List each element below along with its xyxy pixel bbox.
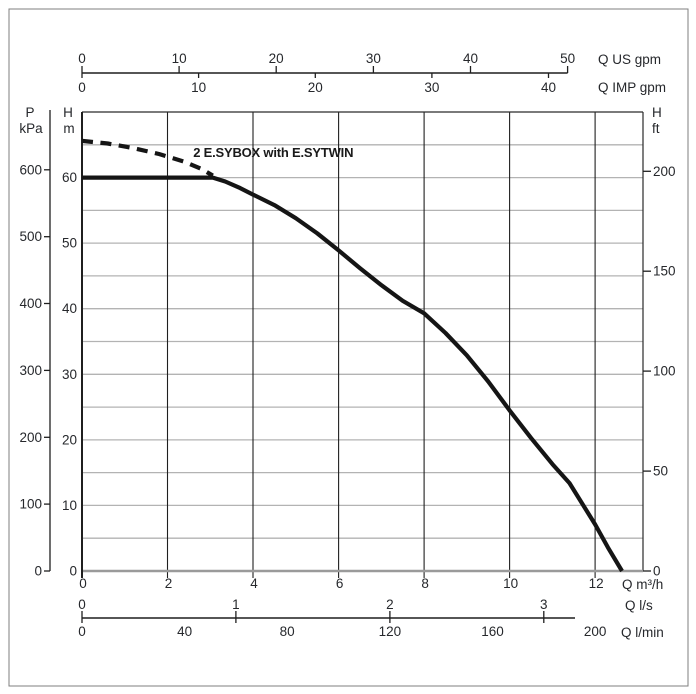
us-gpm-tick-label: 20 bbox=[269, 51, 284, 66]
kpa-tick-label: 500 bbox=[19, 229, 42, 244]
curve-label: 2 E.SYBOX with E.SYTWIN bbox=[193, 145, 353, 160]
us-gpm-tick-label: 0 bbox=[78, 51, 86, 66]
ls-tick-label: 0 bbox=[78, 597, 86, 612]
m-tick-label: 20 bbox=[62, 432, 77, 447]
ls-tick-label: 1 bbox=[232, 597, 240, 612]
m3h-tick-label: 4 bbox=[250, 576, 258, 591]
kpa-tick-label: 400 bbox=[19, 296, 42, 311]
m-tick-label: 10 bbox=[62, 498, 77, 513]
kpa-header-unit: kPa bbox=[19, 121, 43, 136]
m3h-tick-label: 6 bbox=[336, 576, 344, 591]
imp-gpm-unit-label: Q IMP gpm bbox=[598, 80, 666, 95]
m3h-tick-label: 10 bbox=[503, 576, 518, 591]
imp-gpm-tick-label: 0 bbox=[78, 80, 86, 95]
m-tick-label: 30 bbox=[62, 367, 77, 382]
imp-gpm-tick-label: 30 bbox=[424, 80, 439, 95]
head-axis-ft: 0 50 100 150 200 Hft bbox=[643, 105, 676, 579]
m3h-tick-label: 8 bbox=[421, 576, 429, 591]
ls-tick-label: 3 bbox=[540, 597, 548, 612]
us-gpm-tick-label: 50 bbox=[560, 51, 575, 66]
ft-tick-label: 50 bbox=[653, 464, 668, 479]
us-gpm-tick-label: 10 bbox=[172, 51, 187, 66]
image-border bbox=[8, 8, 689, 687]
kpa-tick-label: 300 bbox=[19, 363, 42, 378]
curve-dashed bbox=[81, 138, 214, 178]
lmin-tick-label: 80 bbox=[280, 624, 295, 639]
lmin-tick-label: 40 bbox=[177, 624, 192, 639]
us-gpm-tick-label: 40 bbox=[463, 51, 478, 66]
m-tick-label: 0 bbox=[69, 564, 77, 579]
ft-tick-label: 0 bbox=[653, 564, 661, 579]
us-gpm-unit-label: Q US gpm bbox=[598, 52, 661, 67]
kpa-tick-label: 600 bbox=[19, 162, 42, 177]
ft-header-unit: ft bbox=[652, 121, 660, 136]
m3h-tick-label: 12 bbox=[589, 576, 604, 591]
ft-tick-label: 100 bbox=[653, 364, 676, 379]
ls-tick-label: 2 bbox=[386, 597, 394, 612]
flow-axis-m3h: 0 2 4 6 8 10 12 Q m³/h bbox=[79, 576, 663, 592]
m-header-h: H bbox=[63, 105, 73, 120]
imp-gpm-tick-label: 40 bbox=[541, 80, 556, 95]
m3h-tick-label: 2 bbox=[165, 576, 173, 591]
lmin-tick-label: 200 bbox=[584, 624, 607, 639]
ls-unit-label: Q l/s bbox=[625, 598, 653, 613]
lmin-unit-label: Q l/min bbox=[621, 625, 664, 640]
head-axis-m: 0 10 20 30 40 50 60 Hm bbox=[62, 105, 77, 579]
horizontal-gridlines bbox=[82, 144, 643, 539]
m3h-tick-label: 0 bbox=[79, 576, 87, 591]
m3h-unit-label: Q m³/h bbox=[622, 577, 663, 592]
ft-header-h: H bbox=[652, 105, 662, 120]
kpa-header-p: P bbox=[25, 105, 34, 120]
flow-axis-us-gpm: 0 10 20 30 40 50 Q US gpm bbox=[78, 51, 661, 74]
lmin-tick-label: 0 bbox=[78, 624, 86, 639]
curve-solid bbox=[82, 175, 624, 573]
lmin-tick-label: 120 bbox=[379, 624, 402, 639]
kpa-tick-label: 200 bbox=[19, 430, 42, 445]
us-gpm-tick-label: 30 bbox=[366, 51, 381, 66]
ft-tick-label: 200 bbox=[653, 164, 676, 179]
ft-tick-label: 150 bbox=[653, 264, 676, 279]
imp-gpm-tick-label: 20 bbox=[308, 80, 323, 95]
kpa-tick-label: 0 bbox=[34, 564, 42, 579]
m-tick-label: 50 bbox=[62, 236, 77, 251]
imp-gpm-tick-label: 10 bbox=[191, 80, 206, 95]
flow-axis-imp-gpm: 0 10 20 30 40 Q IMP gpm bbox=[78, 73, 666, 95]
vertical-gridlines bbox=[166, 112, 596, 578]
m-tick-label: 60 bbox=[62, 170, 77, 185]
kpa-tick-label: 100 bbox=[19, 497, 42, 512]
lmin-tick-label: 160 bbox=[481, 624, 504, 639]
flow-axis-ls: 0 1 2 3 Q l/s bbox=[78, 597, 653, 623]
flow-axis-lmin: 0 40 80 120 160 200 Q l/min bbox=[78, 624, 664, 640]
m-tick-label: 40 bbox=[62, 301, 77, 316]
m-header-unit: m bbox=[63, 121, 74, 136]
